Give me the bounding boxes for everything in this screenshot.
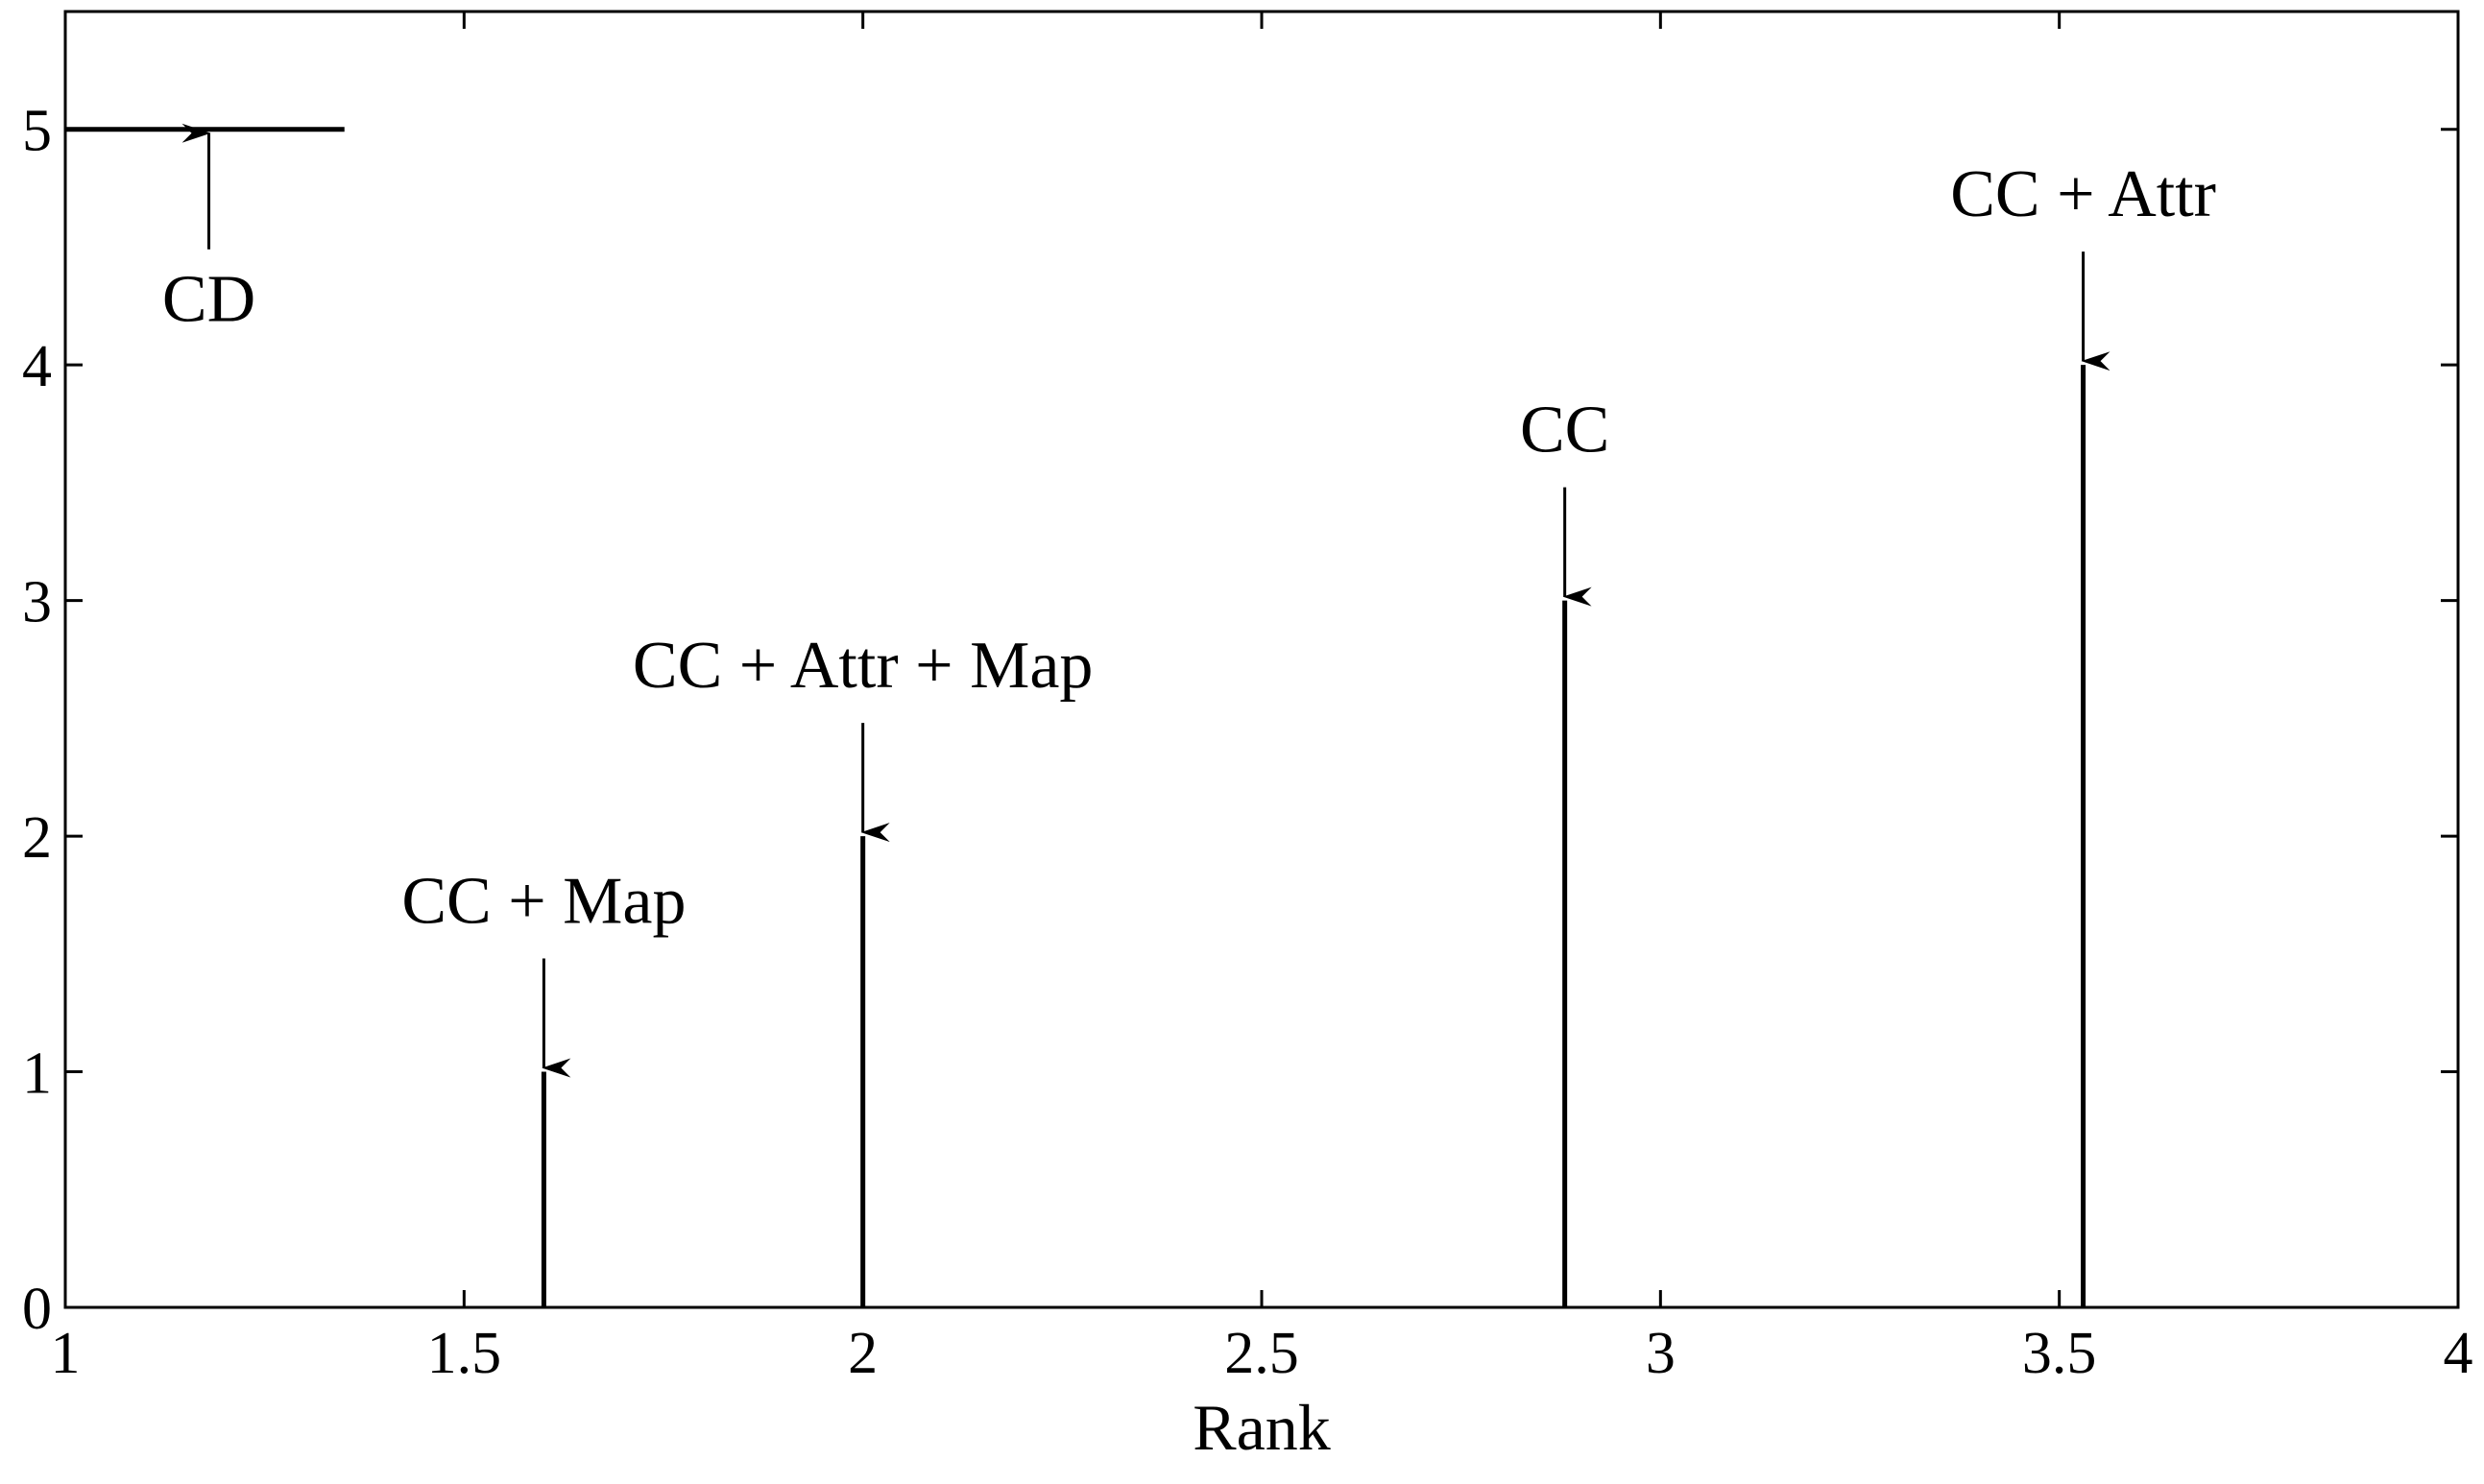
cd-label: CD: [162, 263, 255, 337]
y-tick-label: 2: [22, 805, 52, 871]
annotations: CD CC + Map CC + Attr + Map CC CC + Attr: [162, 123, 2216, 1078]
y-tick-label: 5: [22, 99, 52, 164]
x-tick-label: 1: [51, 1321, 81, 1386]
y-tick-label: 3: [22, 570, 52, 635]
x-axis-label: Rank: [1193, 1391, 1331, 1464]
method-label: CC + Map: [401, 865, 686, 939]
method-label: CC + Attr: [1950, 157, 2216, 231]
x-tick-label: 2.5: [1224, 1321, 1299, 1386]
x-tick-label: 3: [1646, 1321, 1676, 1386]
y-tick-label: 1: [22, 1041, 52, 1107]
marks: [65, 127, 2086, 1307]
y-tick-label: 4: [22, 334, 52, 399]
method-label: CC + Attr + Map: [633, 629, 1094, 703]
x-tick-label: 4: [2444, 1321, 2473, 1386]
x-tick-label: 1.5: [427, 1321, 502, 1386]
x-tick-label: 3.5: [2022, 1321, 2097, 1386]
method-label: CC: [1520, 394, 1609, 467]
y-tick-label: 0: [22, 1277, 52, 1342]
x-tick-label: 2: [848, 1321, 878, 1386]
